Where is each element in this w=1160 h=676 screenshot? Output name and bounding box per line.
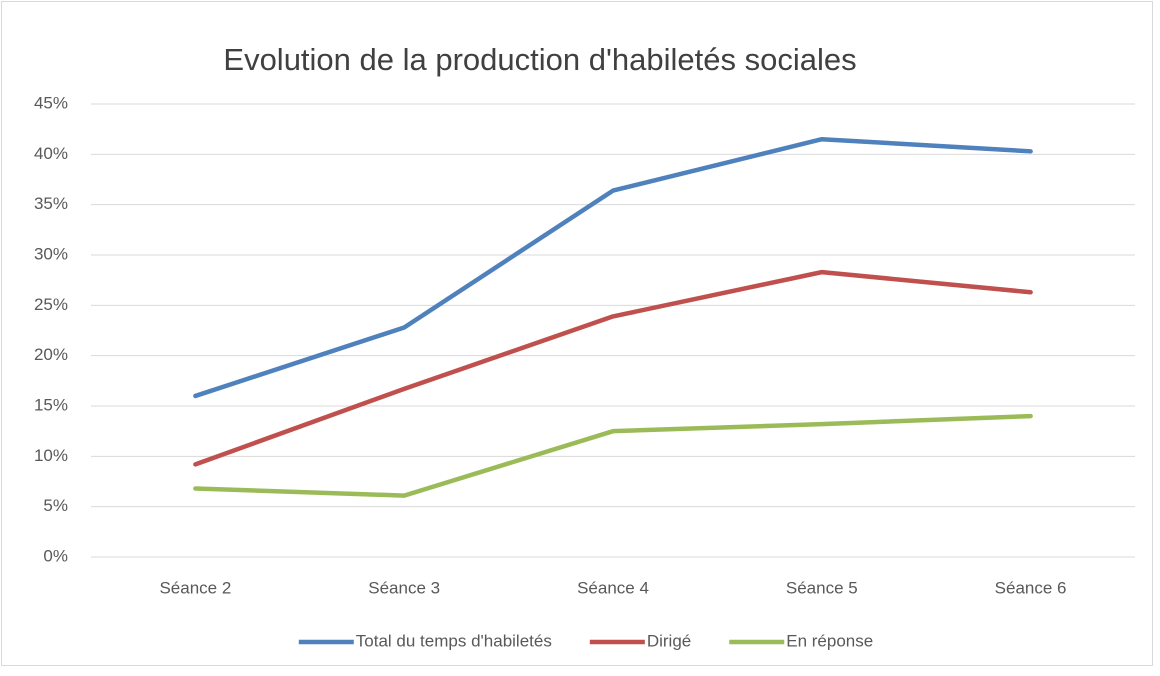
y-tick-label: 45% bbox=[34, 93, 68, 112]
x-tick-label: Séance 3 bbox=[368, 578, 440, 597]
chart-title: Evolution de la production d'habiletés s… bbox=[223, 42, 856, 77]
legend-label: En réponse bbox=[786, 631, 873, 650]
y-tick-label: 20% bbox=[34, 345, 68, 364]
y-tick-label: 40% bbox=[34, 144, 68, 163]
y-tick-label: 15% bbox=[34, 395, 68, 414]
series-line bbox=[193, 269, 1033, 467]
legend-label: Total du temps d'habiletés bbox=[356, 631, 552, 650]
y-tick-label: 30% bbox=[34, 244, 68, 263]
x-tick-label: Séance 4 bbox=[577, 578, 649, 597]
series-line bbox=[193, 413, 1033, 498]
y-tick-label: 5% bbox=[43, 496, 68, 515]
x-tick-label: Séance 6 bbox=[995, 578, 1067, 597]
y-tick-label: 0% bbox=[43, 546, 68, 565]
x-tick-label: Séance 5 bbox=[786, 578, 858, 597]
legend-label: Dirigé bbox=[647, 631, 691, 650]
y-tick-label: 25% bbox=[34, 295, 68, 314]
series-line bbox=[193, 136, 1033, 399]
y-tick-label: 35% bbox=[34, 194, 68, 213]
x-tick-label: Séance 2 bbox=[159, 578, 231, 597]
chart-frame bbox=[1, 1, 1153, 666]
y-tick-label: 10% bbox=[34, 446, 68, 465]
